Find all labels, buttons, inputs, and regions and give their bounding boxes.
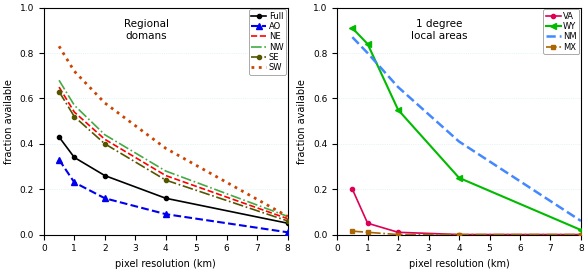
Line: NE: NE — [59, 87, 288, 219]
SE — [71, 115, 78, 118]
AO — [162, 212, 169, 216]
NE — [71, 110, 78, 114]
NW — [55, 79, 62, 82]
WY — [395, 108, 402, 111]
SW — [55, 44, 62, 48]
Line: Full: Full — [57, 135, 290, 225]
MX — [364, 231, 371, 234]
Text: Regional
domans: Regional domans — [123, 19, 169, 41]
MX — [456, 233, 463, 236]
NW — [162, 169, 169, 173]
AO — [55, 158, 62, 161]
Line: AO: AO — [56, 157, 290, 235]
Legend: VA, WY, NM, MX: VA, WY, NM, MX — [543, 9, 579, 54]
NM — [395, 85, 402, 89]
WY — [349, 26, 356, 30]
MX — [577, 233, 584, 236]
X-axis label: pixel resolution (km): pixel resolution (km) — [115, 259, 216, 269]
NE — [101, 138, 108, 141]
MX — [349, 230, 356, 233]
NM — [577, 219, 584, 222]
NM — [349, 35, 356, 39]
SW — [101, 101, 108, 105]
VA — [364, 222, 371, 225]
X-axis label: pixel resolution (km): pixel resolution (km) — [409, 259, 509, 269]
Line: VA: VA — [350, 187, 583, 237]
Legend: Full, AO, NE, NW, SE, SW: Full, AO, NE, NW, SE, SW — [249, 9, 286, 75]
VA — [456, 233, 463, 236]
NW — [71, 103, 78, 107]
NM — [456, 140, 463, 143]
Full — [162, 197, 169, 200]
WY — [577, 229, 584, 232]
Line: NW: NW — [59, 80, 288, 216]
SE — [162, 179, 169, 182]
NE — [55, 85, 62, 89]
NE — [162, 174, 169, 177]
SE — [101, 142, 108, 146]
VA — [349, 188, 356, 191]
NW — [101, 133, 108, 136]
NM — [364, 51, 371, 55]
NW — [284, 215, 291, 218]
Full — [55, 135, 62, 139]
Full — [71, 156, 78, 159]
Line: WY: WY — [350, 25, 584, 233]
Y-axis label: fraction available: fraction available — [298, 79, 308, 164]
MX — [395, 233, 402, 236]
SW — [162, 147, 169, 150]
Full — [101, 174, 108, 177]
Line: NM: NM — [352, 37, 581, 221]
SW — [284, 215, 291, 218]
AO — [284, 231, 291, 234]
AO — [101, 197, 108, 200]
Y-axis label: fraction available: fraction available — [4, 79, 14, 164]
Line: SW: SW — [59, 46, 288, 216]
Full — [284, 222, 291, 225]
VA — [395, 231, 402, 234]
SW — [71, 70, 78, 73]
VA — [577, 233, 584, 236]
SE — [55, 90, 62, 93]
Line: MX: MX — [350, 229, 583, 237]
WY — [364, 42, 371, 46]
Line: SE: SE — [57, 90, 290, 223]
WY — [456, 176, 463, 179]
Text: 1 degree
local areas: 1 degree local areas — [411, 19, 468, 41]
SE — [284, 219, 291, 222]
AO — [71, 181, 78, 184]
NE — [284, 217, 291, 220]
